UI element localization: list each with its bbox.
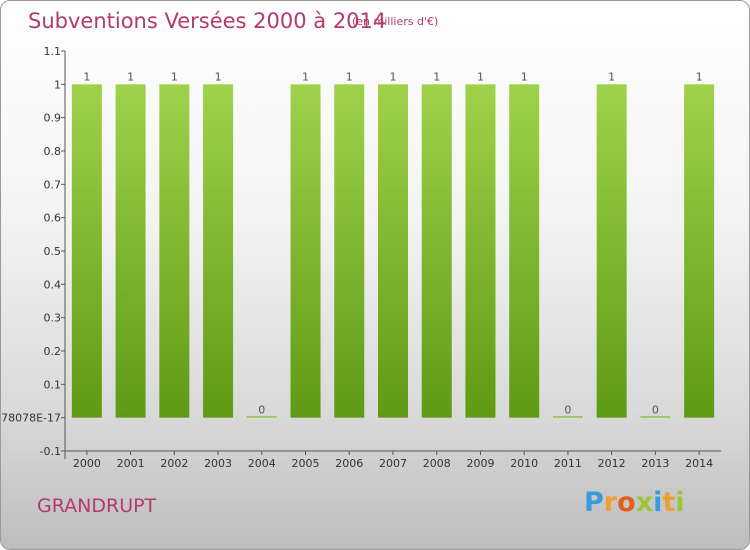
data-label: 1 — [302, 70, 309, 83]
x-tick-label: 2004 — [248, 457, 276, 470]
x-tick-label: 2002 — [160, 457, 188, 470]
y-tick-label: 0.3 — [44, 312, 62, 325]
x-tick-label: 2007 — [379, 457, 407, 470]
data-label: 1 — [346, 70, 353, 83]
bar — [465, 84, 496, 418]
y-tick-label: 0.1 — [44, 378, 62, 391]
x-tick-label: 2013 — [641, 457, 669, 470]
data-label: 1 — [608, 70, 615, 83]
bar — [203, 84, 234, 418]
x-tick-label: 2006 — [335, 457, 363, 470]
bar — [246, 416, 277, 418]
proxiti-logo: Proxiti — [584, 487, 685, 518]
data-label: 1 — [696, 70, 703, 83]
x-tick-label: 2009 — [466, 457, 494, 470]
bar — [596, 84, 627, 418]
data-label: 1 — [171, 70, 178, 83]
x-tick-label: 2003 — [204, 457, 232, 470]
y-tick-label: 0.7 — [44, 178, 62, 191]
logo-letter: x — [635, 487, 654, 518]
data-label: 0 — [258, 404, 265, 417]
bar — [640, 416, 671, 418]
chart-title: Subventions Versées 2000 à 2014 — [28, 9, 387, 33]
unit-label: (en milliers d'€) — [352, 15, 439, 28]
bar — [159, 84, 190, 418]
data-label: 0 — [652, 404, 659, 417]
y-tick-label: 0.8 — [44, 145, 62, 158]
y-tick-label: 0.9 — [44, 112, 62, 125]
x-tick-label: 2012 — [598, 457, 626, 470]
y-tick-label: -0.1 — [40, 445, 61, 458]
bar — [552, 416, 583, 418]
data-label: 1 — [83, 70, 90, 83]
data-label: 1 — [127, 70, 134, 83]
bar — [71, 84, 102, 418]
y-tick-label: 1.1 — [44, 45, 62, 58]
data-label: 0 — [564, 404, 571, 417]
bar — [684, 84, 715, 418]
commune-name: GRANDRUPT — [37, 495, 157, 517]
bar — [115, 84, 146, 418]
x-tick-label: 2005 — [292, 457, 320, 470]
logo-letter: i — [675, 487, 685, 518]
data-label: 1 — [433, 70, 440, 83]
y-tick-label: 0.6 — [44, 212, 62, 225]
logo-letter: o — [617, 487, 636, 518]
x-tick-label: 2014 — [685, 457, 713, 470]
bar — [421, 84, 452, 418]
logo-letter: t — [662, 487, 676, 518]
bar — [290, 84, 321, 418]
y-tick-label: 0.5 — [44, 245, 62, 258]
x-tick-label: 2001 — [117, 457, 145, 470]
bar — [334, 84, 365, 418]
data-label: 1 — [390, 70, 397, 83]
logo-letter: i — [653, 487, 663, 518]
y-tick-label: 1.38777878078E-17 — [1, 412, 61, 425]
data-label: 1 — [521, 70, 528, 83]
bar — [378, 84, 408, 418]
logo-letter: P — [584, 487, 604, 518]
y-tick-label: 0.2 — [44, 345, 62, 358]
logo-letter: r — [603, 487, 618, 518]
x-tick-label: 2011 — [554, 457, 582, 470]
y-tick-label: 1 — [54, 78, 61, 91]
x-tick-label: 2000 — [73, 457, 101, 470]
x-tick-label: 2008 — [423, 457, 451, 470]
data-label: 1 — [477, 70, 484, 83]
data-label: 1 — [215, 70, 222, 83]
y-tick-label: 0.4 — [44, 278, 62, 291]
x-tick-label: 2010 — [510, 457, 538, 470]
bar — [509, 84, 540, 418]
